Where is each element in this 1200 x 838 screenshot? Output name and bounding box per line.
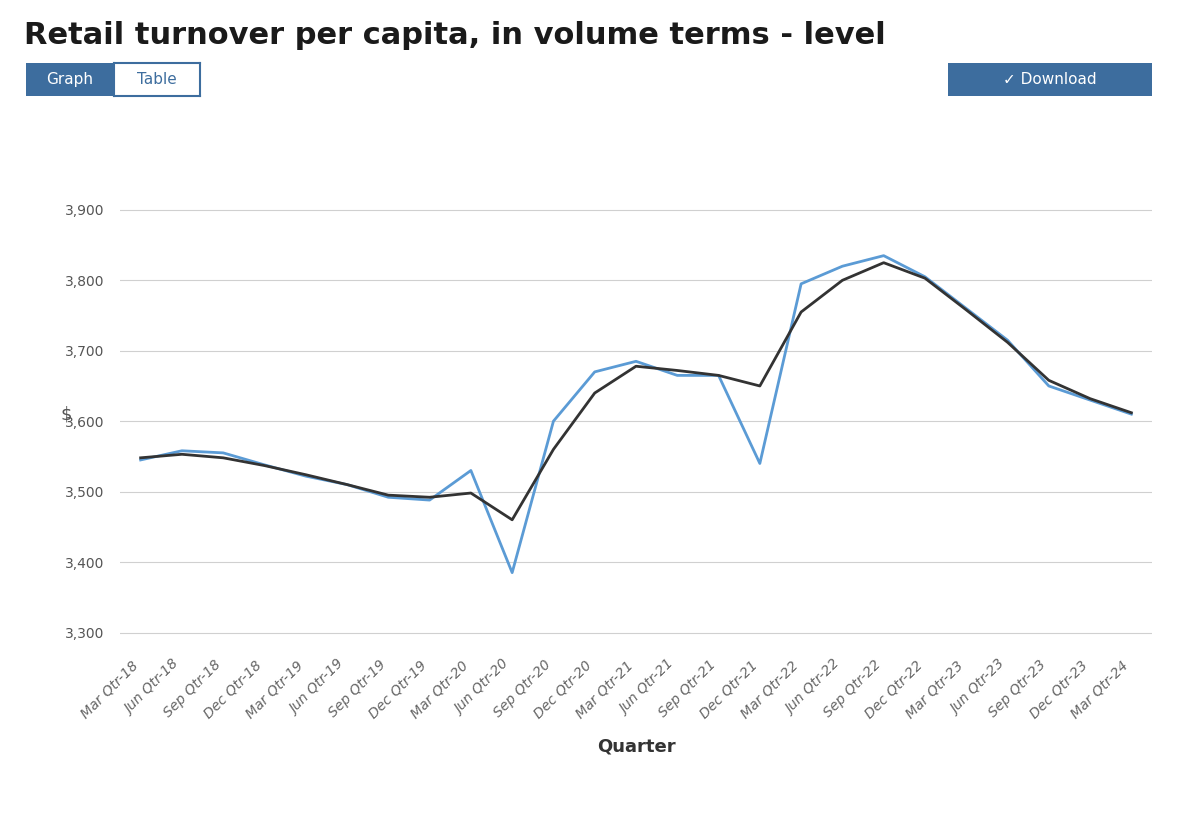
Legend: Seasonally Adjusted, Trend: Seasonally Adjusted, Trend (455, 833, 817, 838)
Text: ✓ Download: ✓ Download (1003, 72, 1097, 87)
X-axis label: Quarter: Quarter (596, 737, 676, 756)
Text: $: $ (60, 406, 72, 424)
Text: Table: Table (137, 72, 178, 87)
Text: Graph: Graph (46, 72, 94, 87)
Text: Retail turnover per capita, in volume terms - level: Retail turnover per capita, in volume te… (24, 21, 886, 50)
